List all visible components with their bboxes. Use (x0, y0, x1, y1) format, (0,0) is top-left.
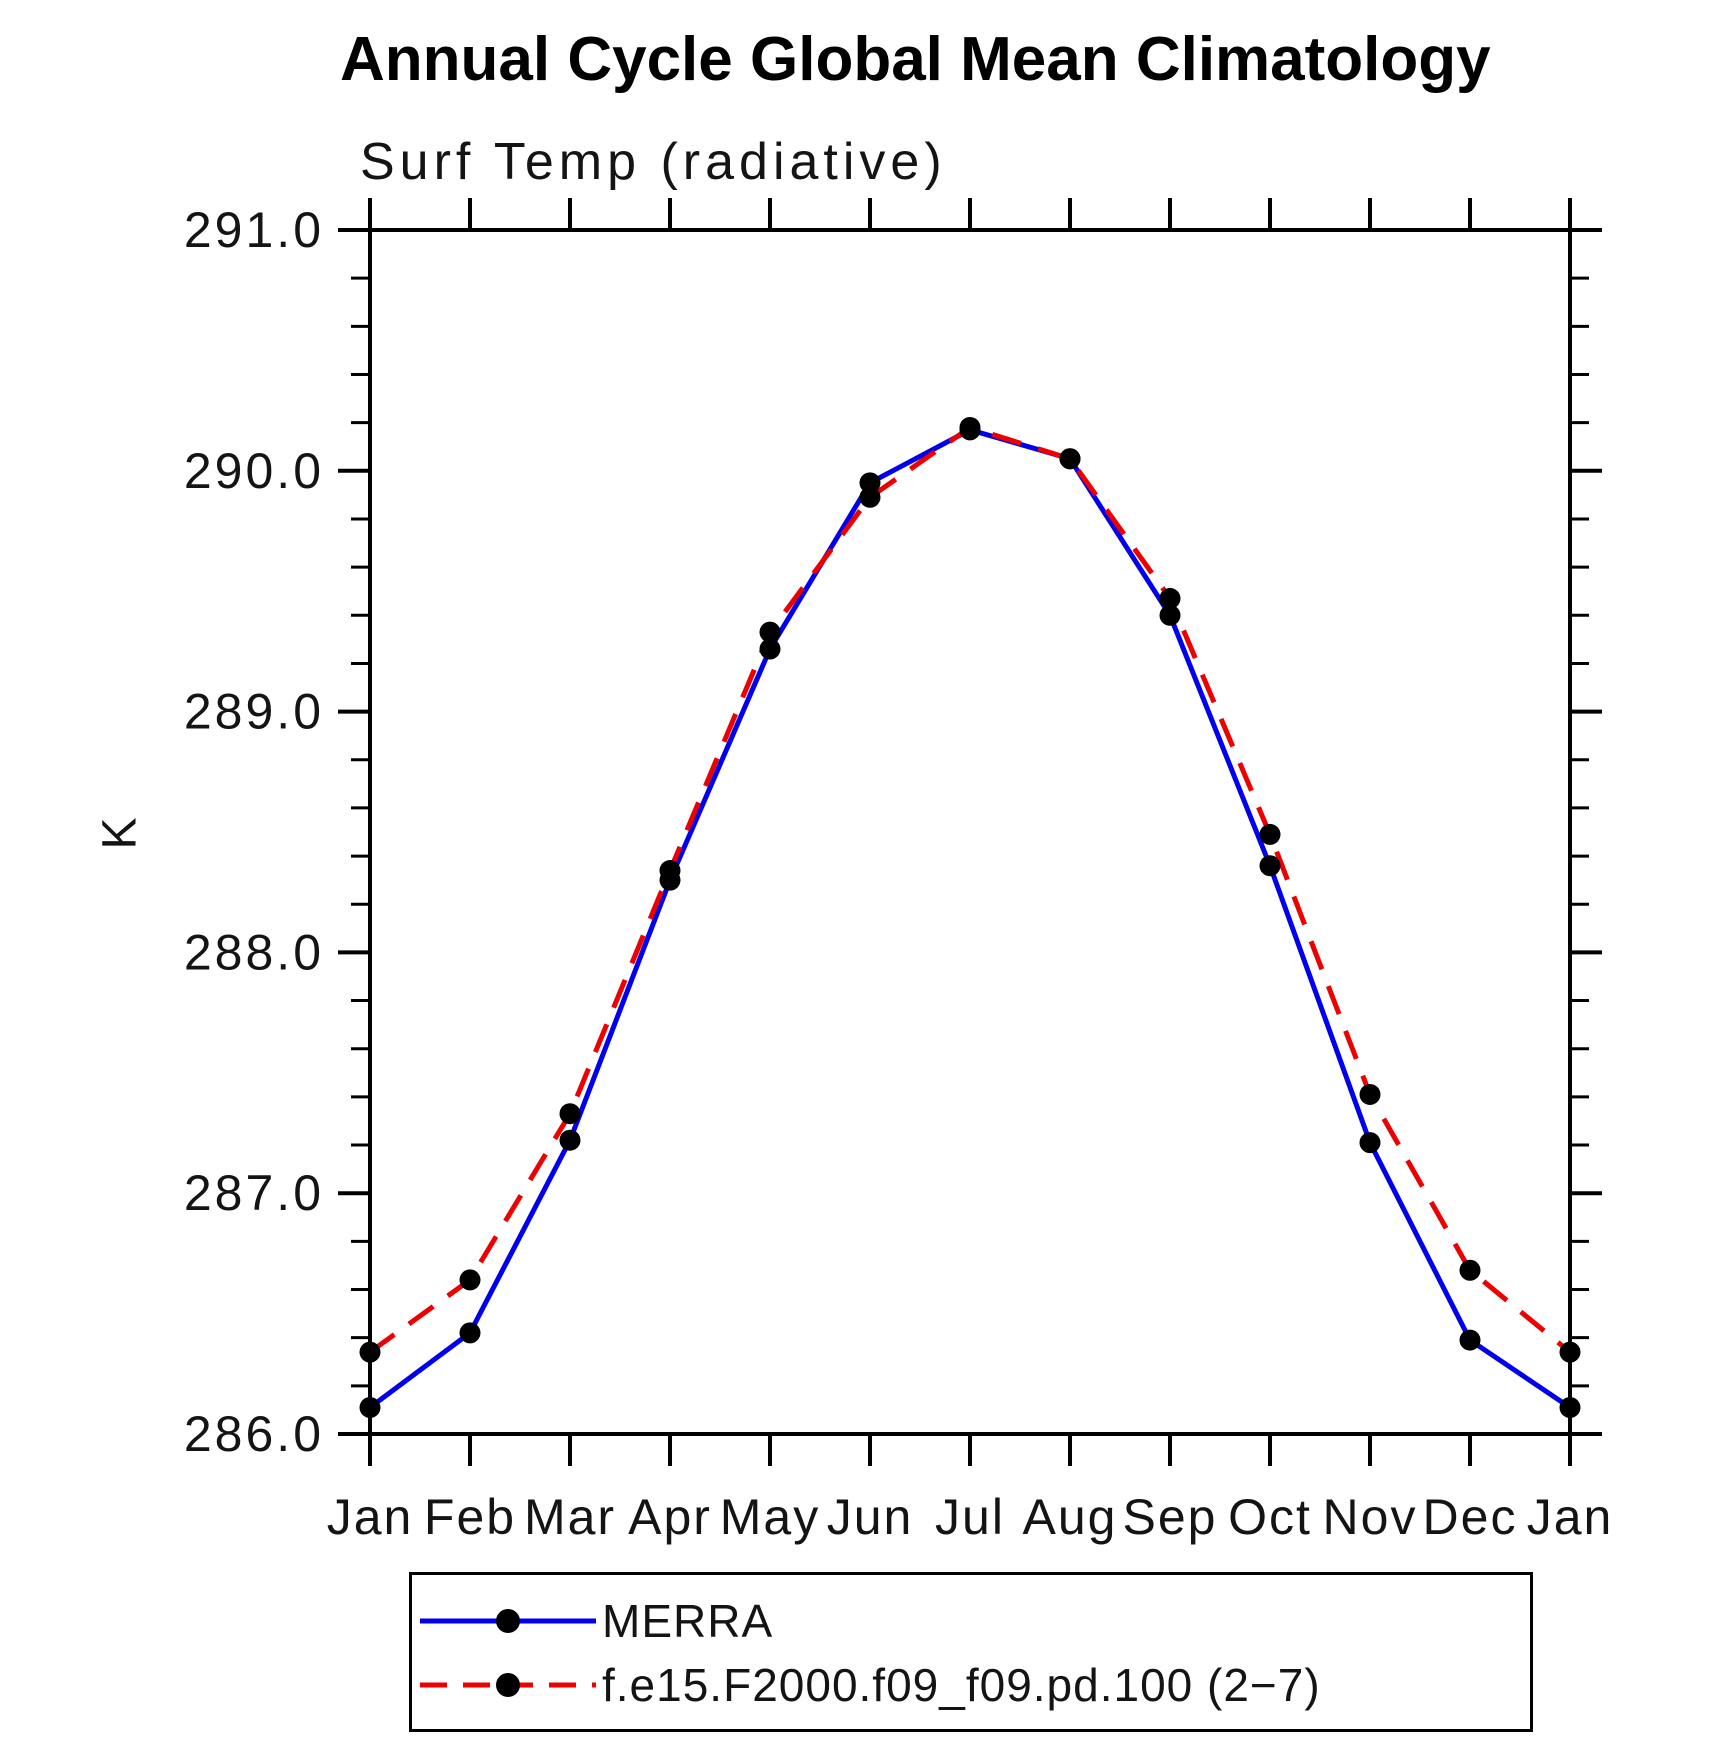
y-tick-label: 287.0 (184, 1165, 324, 1221)
chart-title: Annual Cycle Global Mean Climatology (340, 25, 1491, 94)
x-tick-label: Mar (524, 1489, 616, 1545)
x-tick-label: May (720, 1489, 820, 1545)
data-point-s1 (1159, 587, 1181, 609)
legend-label-model: f.e15.F2000.f09_f09.pd.100 (2−7) (602, 1659, 1321, 1711)
y-tick-label: 289.0 (184, 684, 324, 740)
data-point-s1 (1559, 1341, 1581, 1363)
x-tick-label: Jan (327, 1489, 414, 1545)
data-point-s1 (559, 1103, 581, 1125)
legend-row-model: f.e15.F2000.f09_f09.pd.100 (2−7) (412, 1653, 1530, 1717)
data-point-s0 (859, 472, 881, 494)
data-point-s0 (1459, 1329, 1481, 1351)
data-point-s0 (1259, 855, 1281, 877)
data-point-s1 (1259, 823, 1281, 845)
data-point-s1 (1359, 1083, 1381, 1105)
data-point-s1 (959, 416, 981, 438)
y-tick-label: 291.0 (184, 202, 324, 258)
data-point-s0 (1559, 1397, 1581, 1419)
data-point-s0 (459, 1322, 481, 1344)
x-tick-label: Dec (1423, 1489, 1518, 1545)
x-tick-label: Oct (1228, 1489, 1312, 1545)
data-point-s1 (1059, 448, 1081, 470)
chart-subtitle: Surf Temp (radiative) (360, 133, 947, 191)
legend-swatch-merra (420, 1609, 596, 1633)
legend: MERRA f.e15.F2000.f09_f09.pd.100 (2−7) (409, 1572, 1533, 1732)
legend-swatch-model (420, 1673, 596, 1697)
data-point-s0 (759, 638, 781, 660)
legend-marker-icon (496, 1673, 520, 1697)
data-point-s1 (659, 860, 681, 882)
legend-label-merra: MERRA (602, 1595, 774, 1647)
data-point-s1 (759, 621, 781, 643)
x-tick-label: Jun (827, 1489, 914, 1545)
x-tick-label: Jul (935, 1489, 1005, 1545)
data-point-s1 (359, 1341, 381, 1363)
series-line-0 (368, 427, 1572, 1410)
x-tick-label: Jan (1527, 1489, 1614, 1545)
data-point-s0 (1359, 1132, 1381, 1154)
y-tick-label: 288.0 (184, 924, 324, 980)
data-point-s0 (1159, 604, 1181, 626)
x-tick-label: Apr (628, 1489, 712, 1545)
data-point-s1 (859, 486, 881, 508)
x-tick-label: Nov (1323, 1489, 1418, 1545)
series-line-1 (368, 424, 1572, 1355)
data-point-s0 (359, 1397, 381, 1419)
legend-row-merra: MERRA (412, 1589, 1530, 1653)
data-point-s1 (1459, 1259, 1481, 1281)
plot-frame (368, 228, 1572, 1436)
x-tick-label: Feb (424, 1489, 516, 1545)
y-tick-label: 286.0 (184, 1406, 324, 1462)
legend-marker-icon (496, 1609, 520, 1633)
data-point-s0 (559, 1129, 581, 1151)
y-tick-label: 290.0 (184, 443, 324, 499)
x-tick-label: Aug (1023, 1489, 1118, 1545)
data-point-s1 (459, 1269, 481, 1291)
x-tick-label: Sep (1123, 1489, 1218, 1545)
